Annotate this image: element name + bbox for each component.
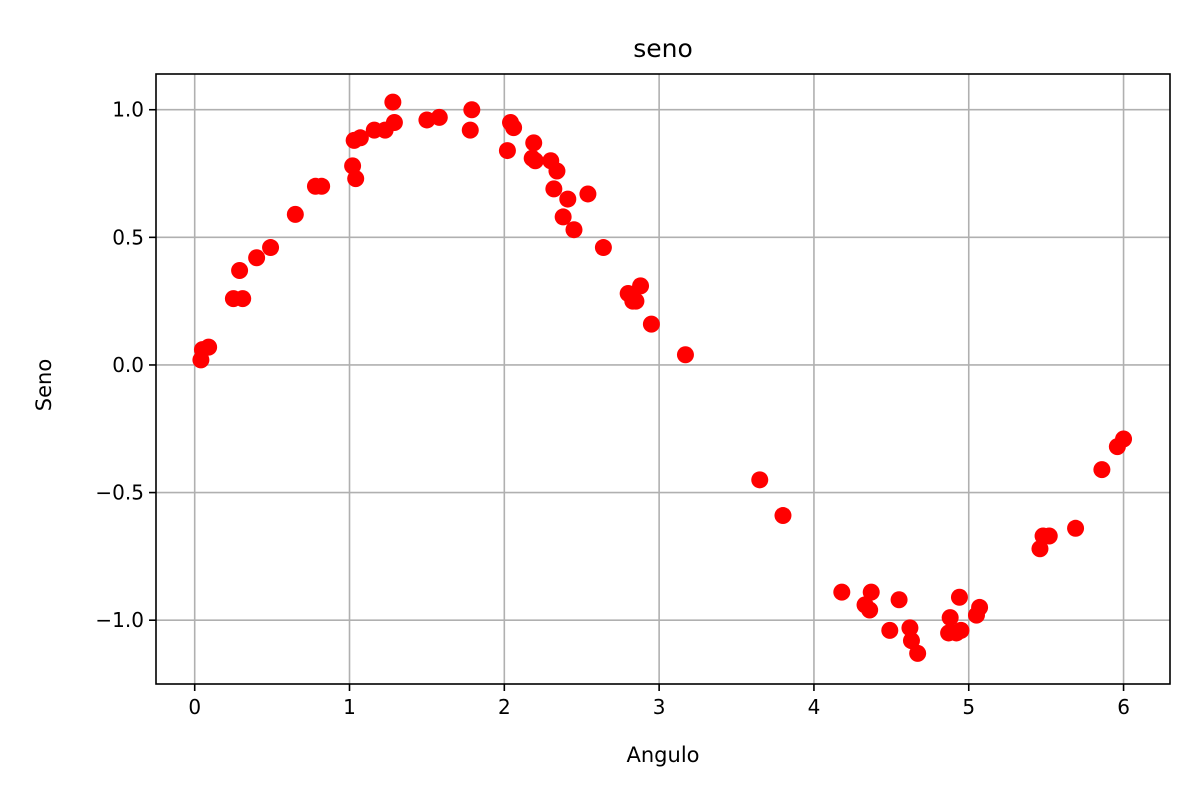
data-point <box>559 190 577 208</box>
data-point <box>861 601 879 619</box>
data-point <box>632 277 650 295</box>
data-point <box>463 101 481 119</box>
data-point <box>971 598 989 616</box>
data-point <box>1093 461 1111 479</box>
x-tick-label: 4 <box>808 695 821 719</box>
data-point <box>909 644 927 662</box>
data-point <box>248 249 266 267</box>
x-tick-label: 2 <box>498 695 511 719</box>
data-point <box>505 119 523 137</box>
y-tick-label: 0.5 <box>112 225 144 249</box>
x-tick-label: 5 <box>962 695 975 719</box>
data-point <box>286 205 304 223</box>
chart-title: seno <box>633 34 693 63</box>
y-axis-label: Seno <box>32 359 56 411</box>
data-point <box>1067 519 1085 537</box>
data-point <box>950 588 968 606</box>
data-point <box>642 315 660 333</box>
ticks-layer: 0 1 2 3 4 5 6 −1.0 −0.5 0.0 0.5 1.0 <box>95 98 1130 719</box>
data-point <box>862 583 880 601</box>
x-tick-label: 6 <box>1117 695 1130 719</box>
data-point <box>526 152 544 170</box>
data-point <box>385 113 403 131</box>
data-point <box>627 292 645 310</box>
data-point <box>594 239 612 257</box>
data-point <box>565 221 583 239</box>
data-point <box>200 338 218 356</box>
data-point <box>881 621 899 639</box>
data-point <box>902 632 920 650</box>
data-point <box>313 177 331 195</box>
y-tick-label: 1.0 <box>112 98 144 122</box>
data-point <box>548 162 566 180</box>
data-point <box>347 170 365 188</box>
x-axis-label: Angulo <box>627 743 700 767</box>
y-tick-label: −1.0 <box>95 608 144 632</box>
data-point <box>234 290 252 308</box>
data-point <box>545 180 563 198</box>
data-point <box>941 609 959 627</box>
data-point <box>676 346 694 364</box>
x-tick-label: 0 <box>188 695 201 719</box>
y-tick-label: −0.5 <box>95 481 144 505</box>
data-point <box>344 157 362 175</box>
y-tick-label: 0.0 <box>112 353 144 377</box>
plot-frame <box>155 73 1171 685</box>
data-point <box>774 507 792 525</box>
x-tick-label: 1 <box>343 695 356 719</box>
points-layer <box>192 93 1133 662</box>
data-point <box>351 129 369 147</box>
data-point <box>1115 430 1133 448</box>
data-point <box>430 108 448 126</box>
data-point <box>952 621 970 639</box>
data-point <box>751 471 769 489</box>
data-point <box>833 583 851 601</box>
data-point <box>901 619 919 637</box>
data-point <box>461 121 479 139</box>
data-point <box>1031 540 1049 558</box>
grid-layer <box>156 74 1170 684</box>
data-point <box>579 185 597 203</box>
data-point <box>1040 527 1058 545</box>
x-tick-label: 3 <box>653 695 666 719</box>
data-point <box>498 142 516 160</box>
data-point <box>554 208 572 226</box>
data-point <box>384 93 402 111</box>
data-point <box>890 591 908 609</box>
data-point <box>231 262 249 280</box>
data-point <box>262 239 280 257</box>
data-point <box>525 134 543 152</box>
